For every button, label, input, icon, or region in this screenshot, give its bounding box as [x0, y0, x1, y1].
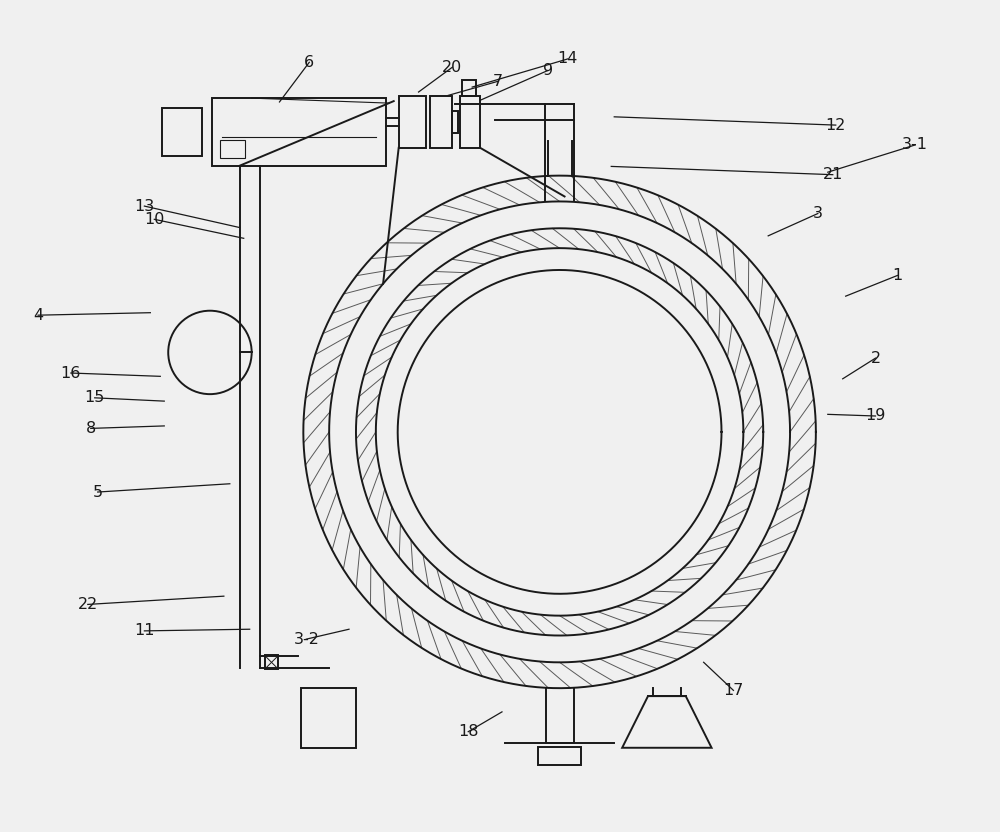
Bar	[301, 688, 356, 748]
Text: 6: 6	[304, 55, 314, 70]
Text: 8: 8	[86, 421, 96, 436]
Bar	[162, 108, 202, 156]
Bar	[452, 111, 458, 133]
Text: 2: 2	[870, 350, 881, 365]
Text: 3-2: 3-2	[293, 631, 319, 646]
Text: 10: 10	[144, 212, 165, 227]
Text: 22: 22	[78, 597, 98, 612]
Bar	[460, 97, 480, 148]
Text: 15: 15	[85, 390, 105, 405]
Text: 3: 3	[813, 206, 823, 221]
Text: 17: 17	[723, 683, 744, 698]
Bar	[462, 80, 476, 97]
Bar	[265, 656, 278, 669]
Bar	[212, 98, 386, 166]
Bar	[430, 97, 452, 148]
Text: 7: 7	[493, 74, 503, 89]
Text: 12: 12	[826, 117, 846, 132]
Text: 3-1: 3-1	[902, 137, 928, 152]
Text: 14: 14	[557, 52, 578, 67]
Text: 16: 16	[61, 365, 81, 380]
Text: 11: 11	[134, 623, 155, 638]
Text: 20: 20	[442, 60, 462, 75]
Bar	[399, 97, 426, 148]
Text: 1: 1	[892, 268, 902, 283]
Bar	[538, 747, 581, 765]
Text: 13: 13	[134, 199, 155, 214]
Text: 5: 5	[93, 484, 103, 499]
Text: 4: 4	[33, 308, 43, 323]
Text: 9: 9	[543, 63, 553, 78]
Text: 21: 21	[823, 167, 843, 182]
Text: 19: 19	[865, 409, 886, 423]
Text: 18: 18	[458, 724, 478, 739]
Bar	[220, 140, 245, 158]
